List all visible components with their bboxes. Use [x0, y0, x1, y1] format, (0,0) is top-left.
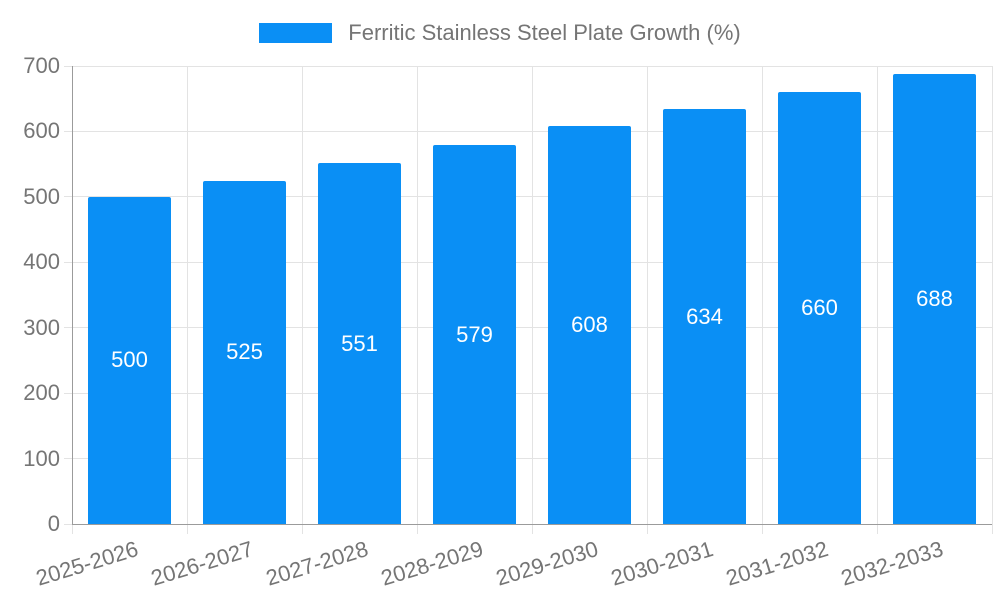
y-axis-line [72, 66, 73, 524]
y-gridline [64, 392, 992, 394]
legend-swatch[interactable] [259, 23, 333, 43]
y-axis-tick-label: 700 [23, 53, 60, 78]
y-gridline [64, 327, 992, 329]
y-gridline [64, 458, 992, 460]
x-gridline [646, 66, 648, 534]
bar-value-label: 525 [226, 339, 263, 365]
x-gridline [991, 66, 993, 534]
bar-2029-2030[interactable] [548, 126, 631, 524]
bar-value-label: 660 [801, 295, 838, 321]
bar-2025-2026[interactable] [88, 196, 171, 524]
x-gridline [761, 66, 763, 534]
y-axis-tick-label: 0 [47, 511, 60, 536]
x-gridline [531, 66, 533, 534]
y-gridline [64, 130, 992, 132]
bar-value-label: 551 [341, 330, 378, 356]
y-axis-tick-label: 500 [23, 183, 60, 209]
bar-value-label: 608 [571, 312, 608, 338]
bar-value-label: 579 [456, 321, 493, 347]
y-axis-tick-label: 300 [23, 314, 60, 340]
y-axis-tick-label: 600 [23, 118, 60, 144]
bar-value-label: 634 [686, 303, 723, 329]
y-axis-tick-label: 200 [23, 380, 60, 406]
bar-2030-2031[interactable] [663, 109, 746, 524]
x-gridline [876, 66, 878, 534]
x-gridline [301, 66, 303, 534]
y-gridline [64, 65, 992, 67]
y-gridline [64, 196, 992, 198]
bar-value-label: 688 [916, 285, 953, 311]
bar-2032-2033[interactable] [893, 73, 976, 524]
legend-label: Ferritic Stainless Steel Plate Growth (%… [348, 20, 741, 45]
y-gridline [64, 261, 992, 263]
bar-2031-2032[interactable] [778, 92, 861, 524]
bar-2027-2028[interactable] [318, 163, 401, 524]
y-axis-tick-label: 400 [23, 249, 60, 275]
x-axis-line [72, 524, 992, 525]
bar-2028-2029[interactable] [433, 145, 516, 524]
x-gridline [186, 66, 188, 534]
x-gridline [416, 66, 418, 534]
bar-2026-2027[interactable] [203, 180, 286, 524]
legend: Ferritic Stainless Steel Plate Growth (%… [0, 20, 1000, 46]
bar-value-label: 500 [111, 347, 148, 373]
y-axis-tick-label: 100 [23, 445, 60, 471]
